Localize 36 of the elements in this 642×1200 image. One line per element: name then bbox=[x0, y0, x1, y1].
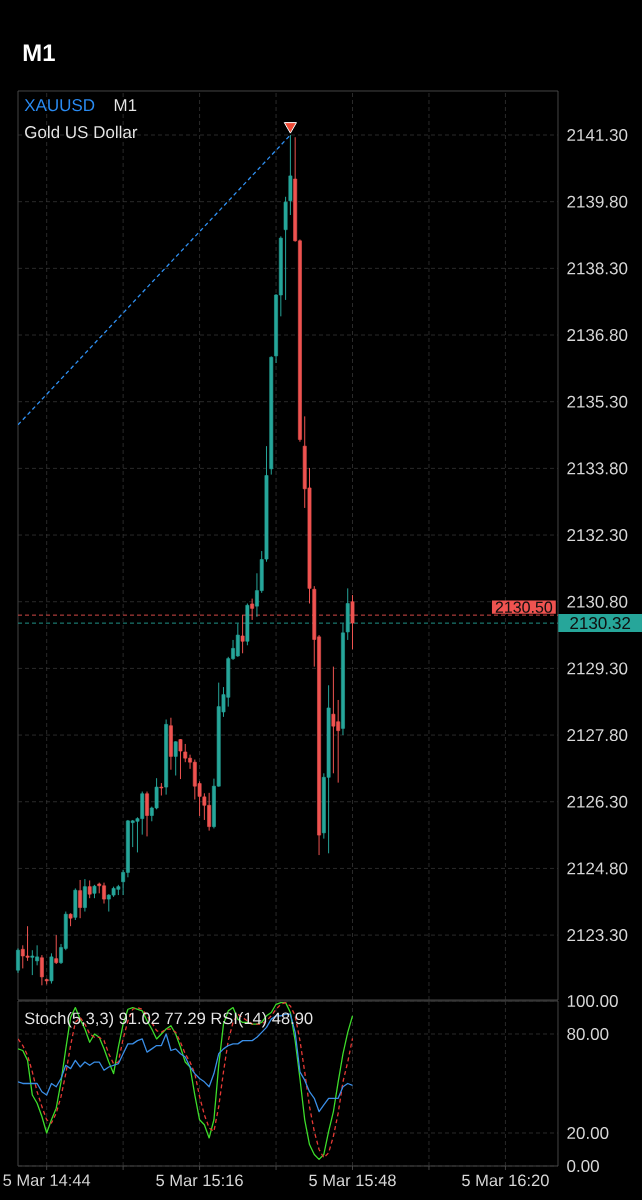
candlestick bbox=[30, 949, 35, 976]
candlestick bbox=[331, 666, 336, 774]
y-tick-label: 2129.30 bbox=[567, 662, 628, 675]
candlestick bbox=[83, 878, 87, 913]
y-tick-label: 2138.30 bbox=[567, 262, 628, 275]
y-tick-label: 2123.30 bbox=[567, 929, 628, 942]
candlestick bbox=[78, 879, 83, 919]
y-tick-label: 2135.30 bbox=[567, 395, 628, 408]
annotation: M1 bbox=[114, 99, 137, 111]
candlestick bbox=[16, 947, 20, 974]
x-tick-label: 5 Mar 15:16 bbox=[156, 1174, 243, 1187]
y-tick-label: 2124.80 bbox=[567, 862, 628, 875]
y-tick-label: 2136.80 bbox=[567, 329, 628, 342]
chart-title: XAUUSD bbox=[24, 99, 95, 112]
candlestick bbox=[54, 934, 59, 965]
y-tick-label: 20.00 bbox=[567, 1126, 609, 1140]
y-tick-label: 100.00 bbox=[567, 994, 618, 1008]
y-tick-label: 80.00 bbox=[567, 1027, 609, 1041]
candlestick bbox=[25, 925, 30, 962]
y-tick-label: 2139.80 bbox=[567, 195, 628, 208]
y-tick-label: 2130.80 bbox=[567, 595, 628, 608]
candlestick bbox=[173, 740, 178, 777]
x-tick-label: 5 Mar 16:20 bbox=[462, 1174, 549, 1187]
text: M1 bbox=[23, 44, 55, 61]
y-tick-label: 2127.80 bbox=[567, 729, 628, 742]
x-tick-label: 5 Mar 14:44 bbox=[3, 1174, 91, 1187]
y-tick-label: 2141.30 bbox=[567, 128, 628, 142]
y-tick-label: 2126.30 bbox=[567, 795, 628, 808]
x-tick-label: 5 Mar 15:48 bbox=[309, 1174, 396, 1187]
y-tick-label: 0.00 bbox=[567, 1159, 599, 1173]
candlestick bbox=[145, 791, 149, 837]
text: Gold US Dollar bbox=[25, 125, 138, 139]
ref-line-label: 2130.50 bbox=[495, 601, 553, 613]
y-tick-label: 2133.80 bbox=[567, 462, 628, 475]
y-tick-label: 2132.30 bbox=[567, 529, 628, 542]
ref-line-label: 2130.32 bbox=[570, 617, 631, 630]
